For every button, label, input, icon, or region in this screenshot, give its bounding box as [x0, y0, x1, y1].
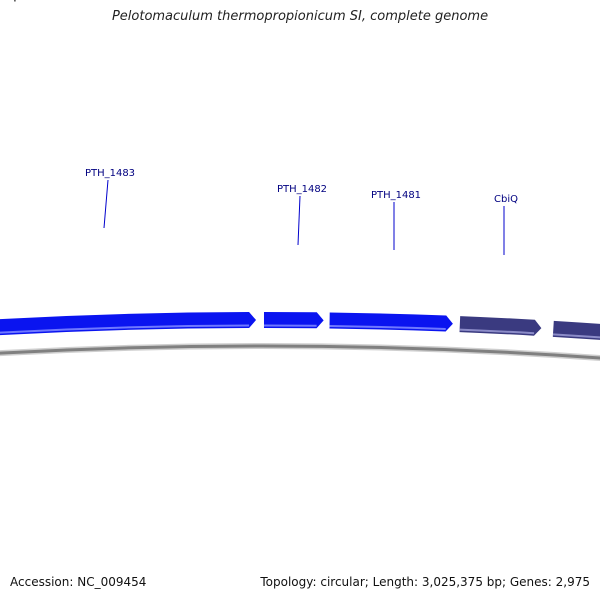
gene-leader-line: [103, 179, 109, 229]
tick-label: 1546 kbp: [0, 0, 19, 2]
gene-arrow[interactable]: [552, 320, 600, 342]
gene-arrow-highlight: [0, 324, 250, 334]
gene-label[interactable]: PTH_1482: [277, 184, 327, 195]
gene-track: [0, 312, 600, 342]
tick-label: 1541 kbp: [0, 0, 19, 2]
gene-label-track: PTH_1483 PTH_1482 PTH_1481 CbiQ: [85, 168, 518, 255]
gene-leader-line: [297, 195, 301, 246]
gene-label[interactable]: PTH_1483: [85, 168, 135, 179]
gene-arrow-highlight: [459, 328, 535, 335]
gene-arrow-highlight: [552, 333, 600, 339]
tick-label: 1543 kbp: [0, 0, 19, 2]
tick-label: 1545 kbp: [0, 0, 19, 2]
gene-label[interactable]: PTH_1481: [371, 190, 421, 201]
gene-arrow[interactable]: [0, 312, 257, 337]
gene-arrow[interactable]: [263, 312, 324, 329]
tick-label-track: 1547 kbp1546 kbp1545 kbp1544 kbp1543 kbp…: [0, 0, 19, 2]
gene-label[interactable]: CbiQ: [494, 194, 518, 205]
genome-stats: Topology: circular; Length: 3,025,375 bp…: [260, 575, 590, 589]
tick-label: 1544 kbp: [0, 0, 19, 2]
gene-arrow-highlight: [329, 324, 446, 331]
tick-label: 1547 kbp: [0, 0, 19, 2]
tick-label: 1542 kbp: [0, 0, 19, 2]
genome-title: Pelotomaculum thermopropionicum SI, comp…: [111, 9, 489, 24]
accession-label: Accession: NC_009454: [10, 575, 147, 589]
genome-backbone: [0, 344, 600, 360]
